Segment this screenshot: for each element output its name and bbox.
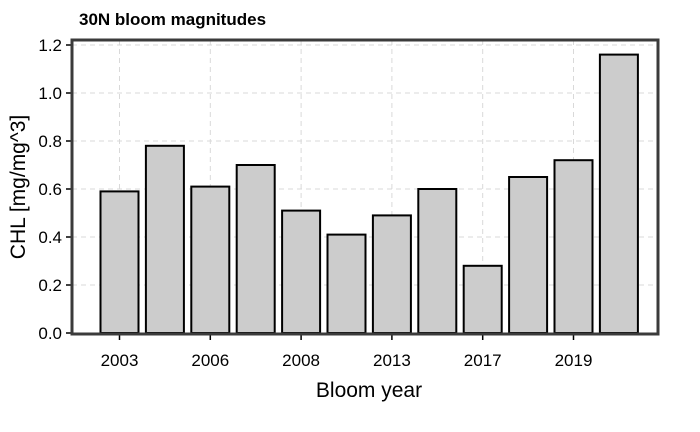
x-tick-label: 2013	[373, 351, 411, 370]
bar	[598, 53, 639, 334]
y-tick-label: 1.0	[38, 84, 62, 103]
plot-frame	[70, 38, 660, 336]
y-axis: 0.0 0.2 0.4 0.6 0.8 1.0 1.2	[38, 36, 72, 343]
y-tick-label: 0.8	[38, 132, 62, 151]
y-tick-label: 0.4	[38, 228, 62, 247]
bar	[144, 144, 185, 334]
x-tick-label: 2019	[555, 351, 593, 370]
x-tick-label: 2008	[282, 351, 320, 370]
bar	[235, 164, 276, 334]
bar	[190, 185, 231, 334]
bar	[326, 233, 367, 335]
y-tick-label: 1.2	[38, 36, 62, 55]
x-tick-label: 2003	[101, 351, 139, 370]
chart-title: 30N bloom magnitudes	[79, 10, 266, 29]
y-axis-label: CHL [mg/mg^3]	[7, 115, 30, 259]
y-tick-label: 0.0	[38, 324, 62, 343]
bar	[553, 159, 594, 334]
bar	[417, 188, 458, 334]
bar	[371, 214, 412, 334]
bar	[508, 176, 549, 334]
bar	[281, 209, 322, 335]
y-tick-label: 0.2	[38, 276, 62, 295]
bars	[99, 53, 639, 335]
bar	[462, 264, 503, 334]
bar	[99, 190, 140, 334]
x-tick-label: 2017	[464, 351, 502, 370]
x-tick-label: 2006	[191, 351, 229, 370]
x-axis-label: Bloom year	[316, 379, 422, 402]
x-axis: 2003 2006 2008 2013 2017 2019	[101, 334, 593, 370]
y-tick-label: 0.6	[38, 180, 62, 199]
